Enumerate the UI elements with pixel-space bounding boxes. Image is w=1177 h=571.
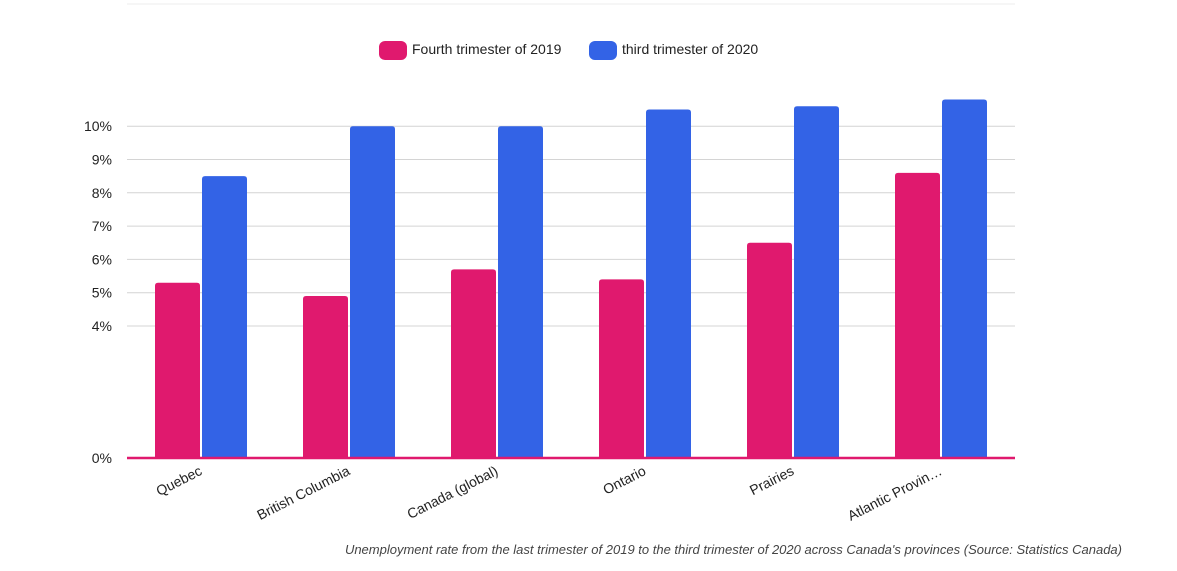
y-axis: 0% 4% 5% 6% 7% 8% 9% 10% [84,118,112,466]
x-tick-label: Canada (global) [404,462,500,521]
bar-q3-2020-quebec [202,176,247,458]
bar-q4-2019-british-columbia [303,296,348,458]
bar-q4-2019-canada-global [451,269,496,458]
x-tick-label: Ontario [600,462,648,497]
x-tick-label: British Columbia [254,462,352,523]
y-tick-label: 9% [92,152,112,168]
bar-q4-2019-ontario [599,279,644,458]
legend: Fourth trimester of 2019 third trimester … [379,41,758,60]
bar-chart: Fourth trimester of 2019 third trimester … [84,3,1015,524]
y-tick-label: 8% [92,185,112,201]
x-tick-label: Prairies [747,462,797,498]
y-tick-label: 10% [84,118,112,134]
y-tick-label: 6% [92,251,112,267]
bar-q3-2020-british-columbia [350,126,395,458]
legend-label: third trimester of 2020 [622,41,758,57]
legend-swatch [589,41,617,60]
legend-swatch [379,41,407,60]
legend-label: Fourth trimester of 2019 [412,41,562,57]
bars [155,99,987,459]
x-axis: Quebec British Columbia Canada (global) Ont… [153,462,944,523]
bar-q4-2019-quebec [155,282,200,458]
gridlines [127,125,1015,327]
chart-caption: Unemployment rate from the last trimeste… [344,542,1122,557]
y-tick-label: 4% [92,318,112,334]
y-tick-label: 5% [92,285,112,301]
bar-q3-2020-atlantic-provin [942,99,987,458]
bar-q3-2020-canada-global [498,126,543,458]
y-tick-label: 0% [92,450,112,466]
y-tick-label: 7% [92,218,112,234]
bar-q4-2019-atlantic-provin [895,172,940,458]
x-tick-label: Atlantic Provin… [845,462,944,523]
bar-q3-2020-prairies [794,106,839,458]
bar-q3-2020-ontario [646,109,691,459]
bar-q4-2019-prairies [747,242,792,458]
x-tick-label: Quebec [153,462,204,499]
